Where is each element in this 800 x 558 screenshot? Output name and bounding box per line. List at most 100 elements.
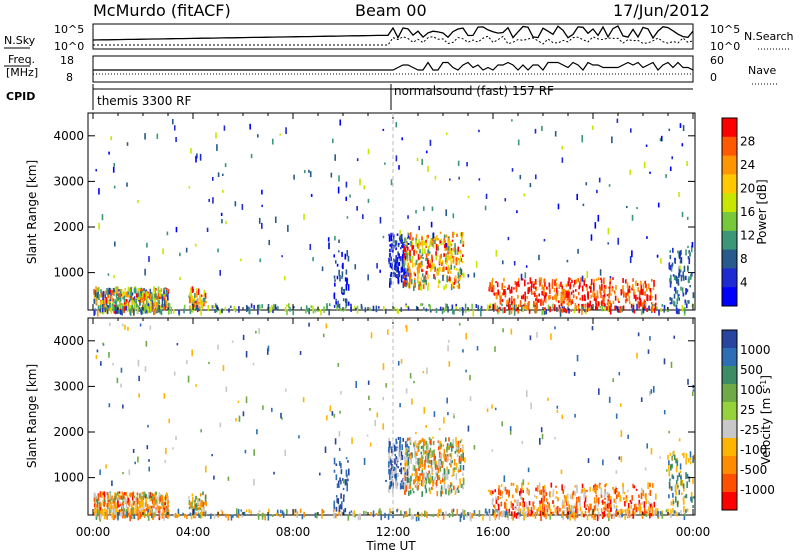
data-point: [689, 274, 692, 280]
data-point: [128, 469, 131, 476]
data-point: [686, 216, 689, 220]
data-point: [517, 499, 519, 504]
data-point: [397, 262, 400, 267]
data-point: [392, 237, 395, 244]
data-point: [418, 263, 420, 270]
colorbar-swatch: [722, 249, 737, 269]
data-point: [552, 489, 555, 495]
data-point: [683, 452, 685, 459]
data-point: [427, 245, 430, 252]
data-point: [407, 271, 410, 277]
data-point: [674, 257, 676, 261]
data-point: [480, 307, 482, 311]
data-point: [103, 303, 106, 310]
data-point: [308, 169, 310, 173]
data-point: [395, 274, 398, 279]
data-point: [202, 301, 204, 305]
data-point: [429, 479, 431, 485]
data-point: [153, 496, 156, 501]
data-point: [421, 264, 423, 267]
data-point: [382, 423, 385, 430]
data-point: [676, 460, 679, 467]
data-point: [608, 184, 611, 187]
data-point: [668, 512, 670, 516]
data-point: [453, 282, 456, 285]
data-point: [651, 506, 654, 511]
data-point: [114, 241, 116, 247]
data-point: [677, 250, 679, 254]
data-point: [622, 291, 625, 298]
data-point: [227, 514, 230, 521]
data-point: [426, 448, 428, 455]
data-point: [689, 456, 692, 461]
data-point: [326, 303, 328, 308]
data-point: [499, 490, 502, 496]
data-point: [670, 486, 672, 489]
data-point: [113, 502, 116, 508]
data-point: [450, 445, 453, 452]
data-point: [423, 406, 426, 414]
data-point: [420, 255, 422, 259]
data-point: [109, 293, 112, 300]
data-point: [437, 279, 440, 285]
data-point: [200, 511, 202, 515]
data-point: [688, 250, 691, 254]
data-point: [105, 297, 107, 304]
data-point: [413, 280, 416, 286]
data-point: [100, 308, 102, 314]
data-point: [647, 500, 650, 505]
data-point: [189, 292, 191, 299]
data-point: [496, 309, 498, 312]
data-point: [191, 305, 194, 311]
station-title: McMurdo (fitACF): [93, 1, 231, 20]
data-point: [93, 309, 96, 316]
data-point: [434, 236, 437, 240]
data-point: [419, 249, 421, 254]
data-point: [167, 289, 170, 294]
data-point: [322, 333, 325, 338]
data-point: [446, 443, 449, 450]
data-point: [332, 138, 334, 144]
data-point: [636, 207, 638, 210]
data-point: [672, 274, 675, 277]
data-point: [388, 448, 391, 455]
data-point: [191, 501, 193, 509]
data-point: [392, 244, 395, 249]
data-point: [95, 508, 97, 513]
data-point: [651, 295, 653, 299]
data-point: [629, 514, 631, 518]
data-point: [425, 477, 427, 481]
data-point: [332, 509, 335, 512]
data-point: [195, 495, 198, 500]
data-point: [429, 475, 432, 482]
time-axis: 00:00 04:00 08:00 12:00 16:00 20:00 00:00: [76, 525, 711, 539]
data-point: [462, 472, 464, 477]
data-point: [404, 254, 407, 260]
data-point: [243, 511, 246, 517]
data-point: [676, 457, 679, 461]
data-point: [258, 510, 261, 513]
data-point: [424, 450, 427, 455]
data-point: [680, 274, 683, 282]
data-point: [190, 296, 193, 303]
data-point: [555, 282, 558, 287]
data-point: [121, 510, 123, 517]
data-point: [395, 247, 397, 251]
data-point: [624, 279, 627, 284]
data-point: [129, 305, 131, 308]
data-point: [510, 286, 513, 294]
data-point: [402, 268, 405, 276]
data-point: [422, 445, 425, 452]
data-point: [457, 469, 460, 473]
data-point: [668, 464, 670, 471]
data-point: [143, 304, 146, 311]
data-point: [443, 239, 446, 243]
data-point: [367, 148, 370, 155]
data-point: [462, 478, 465, 486]
data-point: [322, 510, 325, 514]
data-point: [581, 308, 583, 315]
data-point: [439, 231, 442, 235]
data-point: [532, 513, 534, 518]
data-point: [505, 499, 508, 502]
data-point: [158, 513, 161, 518]
